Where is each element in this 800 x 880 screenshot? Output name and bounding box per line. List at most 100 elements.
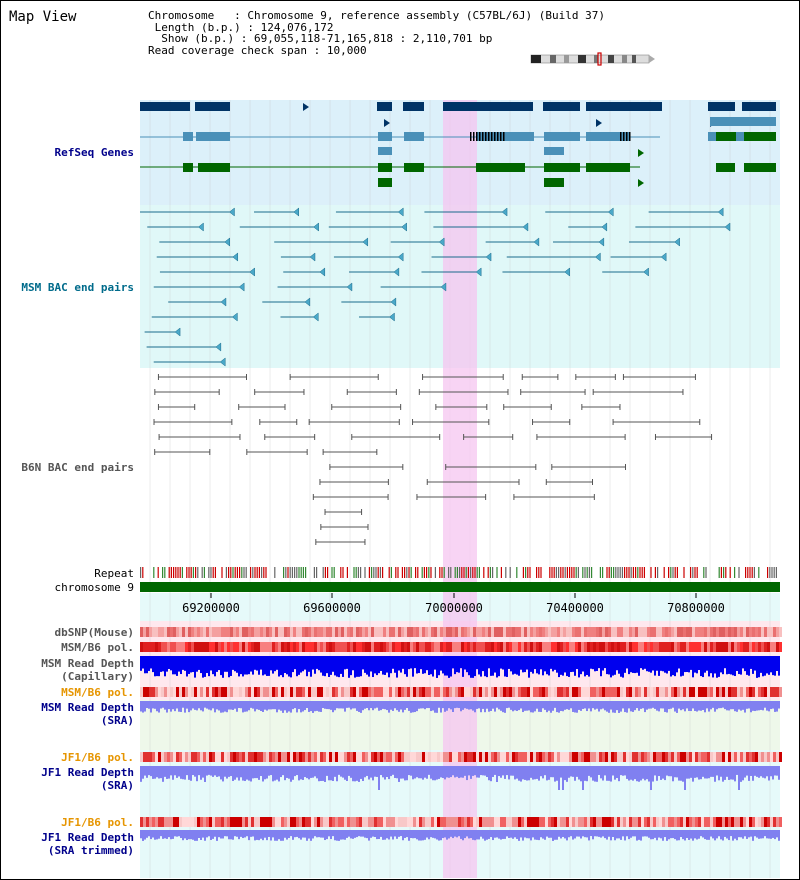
jf1-depth-sra-bar (520, 766, 522, 782)
jf1-depth-sra-bar (352, 766, 354, 782)
msm-depth-sra-bar (296, 701, 298, 713)
jf1-pol2-cell (527, 817, 530, 827)
jf1-pol2-cell (410, 817, 413, 827)
jf1-pol-cell (335, 752, 338, 762)
msm-depth-capillary-bar (348, 656, 350, 678)
msm-pol2-cell (281, 687, 284, 697)
repeat-mark (190, 567, 192, 578)
jf1-pol-cell (458, 752, 461, 762)
jf1-depth-sra-bar (442, 766, 444, 778)
msm-depth-sra-bar (430, 701, 432, 712)
repeat-mark (256, 567, 258, 578)
chromosome-ideogram[interactable] (528, 52, 658, 66)
refseq-gene-block (708, 102, 735, 111)
jf1-depth-sra-bar (366, 766, 368, 776)
refseq-arrow (596, 119, 602, 127)
jf1-depth-trimmed-bar (412, 830, 414, 839)
jf1-depth-trimmed-bar (374, 830, 376, 838)
msm-depth-sra-bar (538, 701, 540, 712)
msm-depth-capillary-bar (216, 656, 218, 672)
msm-depth-sra-bar (690, 701, 692, 712)
jf1-depth-trimmed-bar (322, 830, 324, 838)
msm-depth-capillary-bar (426, 656, 428, 671)
msm-depth-capillary-bar (498, 656, 500, 677)
msm-depth-capillary-bar (314, 656, 316, 674)
jf1-pol2-cell (629, 817, 632, 827)
msm-pol2-cell (326, 687, 329, 697)
msm-depth-capillary-bar (292, 656, 294, 673)
msm-pol-cell (410, 642, 413, 652)
dbsnp-cell (662, 627, 665, 637)
jf1-depth-sra-bar (194, 766, 196, 777)
repeat-mark (221, 567, 223, 578)
jf1-depth-trimmed-bar (652, 830, 654, 840)
jf1-pol2-cell (329, 817, 332, 827)
msm-depth-capillary-bar (490, 656, 492, 676)
msm-depth-capillary-bar (318, 656, 320, 671)
jf1-depth-trimmed-bar (574, 830, 576, 839)
repeat-mark (619, 567, 621, 578)
msm-pol-cell (662, 642, 665, 652)
msm-depth-sra-bar (576, 701, 578, 713)
msm-pol2-cell (599, 687, 602, 697)
jf1-depth-sra-bar (740, 766, 742, 782)
dbsnp-cell (563, 627, 566, 637)
dbsnp-cell (392, 627, 395, 637)
msm-depth-capillary-bar (248, 656, 250, 675)
jf1-depth-trimmed-bar (566, 830, 568, 841)
repeat-mark (617, 567, 619, 578)
repeat-mark (641, 567, 643, 578)
msm-pol2-cell (404, 687, 407, 697)
jf1-depth-trimmed-bar (214, 830, 216, 837)
jf1-pol-cell (470, 752, 473, 762)
jf1-depth-sra-bar (580, 766, 582, 782)
jf1-depth-sra-bar (404, 766, 406, 781)
msm-pol-cell (212, 642, 215, 652)
jf1-depth-trimmed-bar (656, 830, 658, 841)
dbsnp-cell (674, 627, 677, 637)
jf1-depth-trimmed-bar (750, 830, 752, 837)
jf1-depth-trimmed-bar (390, 830, 392, 837)
msm-pol2-cell (215, 687, 218, 697)
refseq-label: RefSeq Genes (54, 146, 134, 159)
msm-depth-sra-bar (328, 701, 330, 710)
jf1-pol2-cell (377, 817, 380, 827)
msm-pol-cell (722, 642, 725, 652)
jf1-depth-sra-bar (672, 766, 674, 782)
repeat-mark (560, 567, 562, 578)
msm-pol-cell (743, 642, 746, 652)
jf1-pol2-cell (542, 817, 545, 827)
msm-depth-capillary-bar (372, 656, 374, 678)
msm-depth-capillary-bar (762, 656, 764, 677)
msm-depth-sra-bar (428, 701, 430, 709)
jf1-depth-sra-bar (368, 766, 370, 780)
jf1-depth-trimmed-bar (266, 830, 268, 841)
msm-pol2-cell (317, 687, 320, 697)
msm-depth-sra-bar (490, 701, 492, 711)
dbsnp-cell (242, 627, 245, 637)
jf1-depth-trimmed-bar (338, 830, 340, 841)
msm-pol-cell (290, 642, 293, 652)
dbsnp-cell (650, 627, 653, 637)
jf1-depth-sra-bar (370, 766, 372, 778)
jf1-pol2-cell (566, 817, 569, 827)
jf1-pol2-cell (236, 817, 239, 827)
msm-depth-sra-bar (734, 701, 736, 712)
msm-depth-capillary-bar (562, 656, 564, 676)
dbsnp-cell (467, 627, 470, 637)
dbsnp-label: dbSNP(Mouse) (54, 626, 134, 639)
msm-depth-sra-bar (582, 701, 584, 709)
jf1-pol2-cell (530, 817, 533, 827)
msm-depth-sra-bar (248, 701, 250, 711)
msm-pol2-cell (536, 687, 539, 697)
msm-depth-sra-bar (564, 701, 566, 710)
jf1-depth-sra-bar (166, 766, 168, 779)
jf1-depth-sra-bar (330, 766, 332, 781)
msm-pol2-cell (560, 687, 563, 697)
msm-depth-capillary-bar (524, 656, 526, 673)
msm-pol2-cell (737, 687, 740, 697)
refseq-exon-green (544, 178, 564, 187)
repeat-mark (397, 567, 399, 578)
jf1-pol2-cell (500, 817, 503, 827)
